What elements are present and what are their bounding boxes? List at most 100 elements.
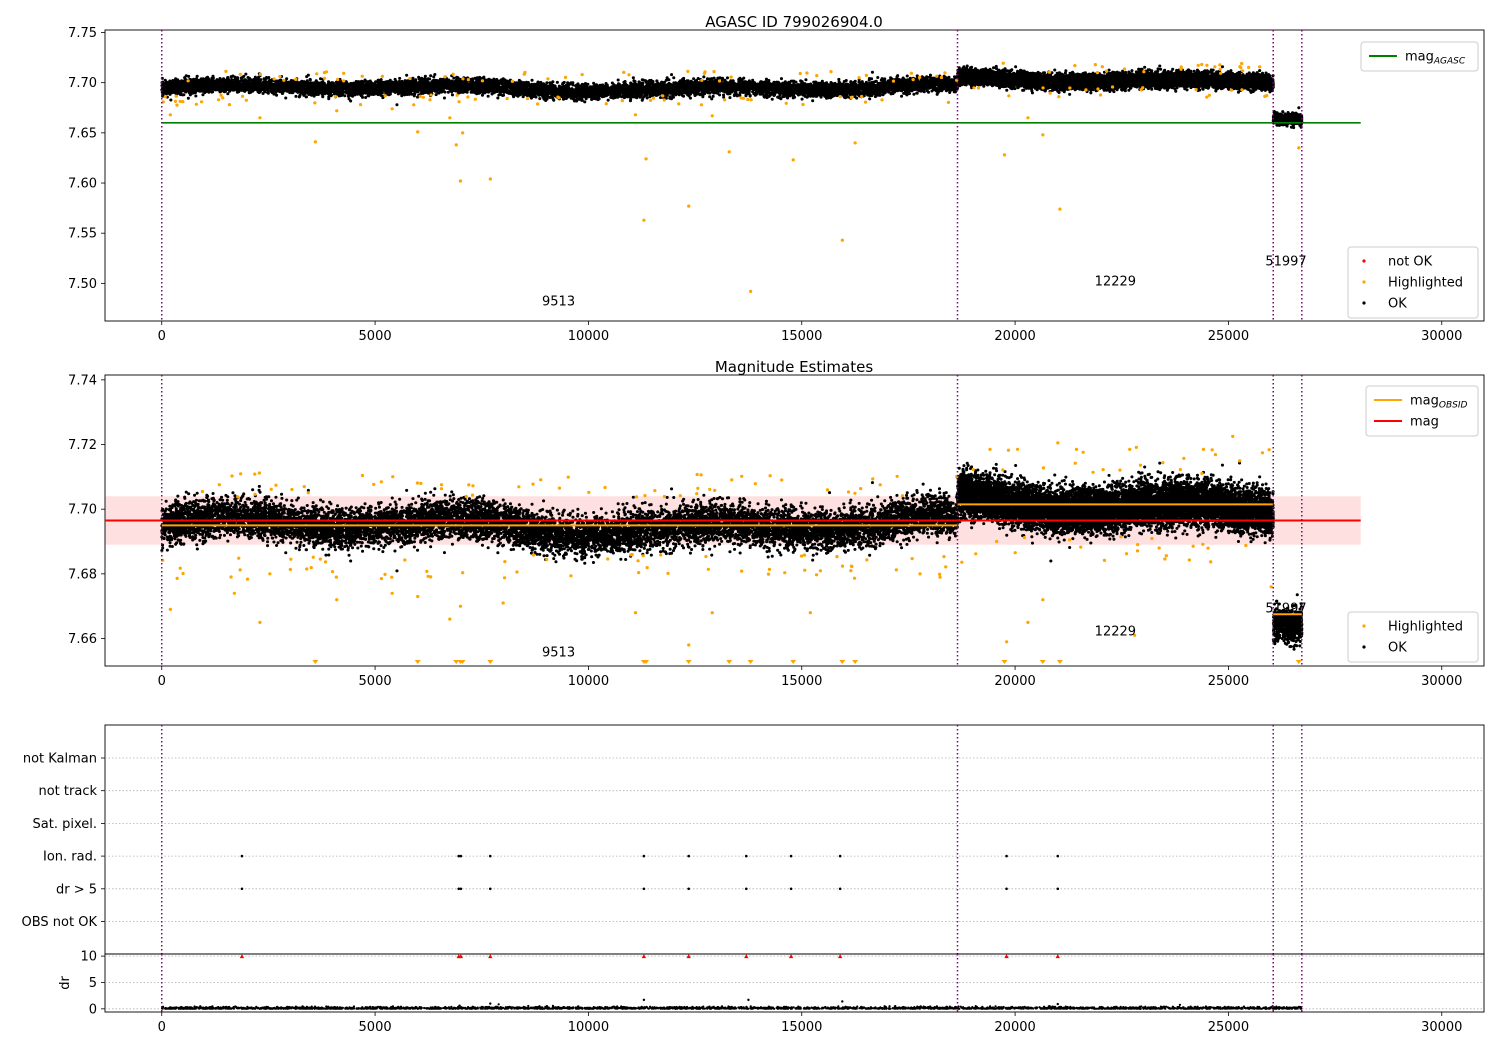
agasc-y-tick-label: 7.50 (68, 277, 97, 292)
dr-outlier-point (1056, 1002, 1059, 1006)
magnitude-lower-legend-label: Highlighted (1388, 620, 1463, 635)
magnitude-highlighted-points (161, 434, 1273, 647)
magnitude-plot-area: 9513 12229 51997 0 5000 10000 15000 20000 25000 3… (68, 373, 1485, 689)
flags-point (488, 887, 492, 891)
flags-category-label: not track (38, 784, 97, 799)
dr-x-tick-label: 15000 (781, 1020, 822, 1035)
dr-clipped-marker (239, 954, 245, 959)
agasc-axes-frame (104, 29, 1485, 322)
agasc-lower-legend-label: not OK (1388, 255, 1433, 270)
dr-outlier-point (747, 998, 750, 1002)
agasc-x-tick-label: 15000 (781, 329, 822, 344)
magnitude-clipped-marker (487, 660, 494, 664)
flags-point (789, 887, 793, 891)
magnitude-y-tick-label: 7.72 (68, 438, 97, 453)
dr-outlier-point (841, 1000, 844, 1003)
flags-point (457, 887, 461, 891)
panel-dr: 0 5000 10000 15000 20000 25000 30000 0 5 10 dr (58, 950, 1485, 1035)
flags-point (1005, 887, 1008, 891)
dr-clipped-marker (744, 954, 749, 959)
flags-plot-area: not Kalman not track Sat. pixel. Ion. rad. d… (22, 724, 1485, 955)
dr-clipped-marker (1055, 954, 1060, 959)
agasc-lower-legend-marker (1362, 259, 1366, 263)
magnitude-clipped-marker (643, 660, 650, 664)
flags-category-label: dr > 5 (56, 882, 97, 897)
magnitude-x-tick-label: 0 (158, 674, 166, 689)
flags-point (459, 887, 463, 891)
flags-point (457, 854, 461, 858)
dr-x-tick-label: 10000 (568, 1020, 609, 1035)
magnitude-obsid-annotation: 12229 (1095, 624, 1136, 639)
dr-axes-frame (104, 953, 1485, 1013)
flags-point (240, 854, 244, 858)
flags-point (1005, 854, 1008, 858)
magnitude-upper-legend-label: mag (1410, 415, 1439, 430)
magnitude-y-tick-label: 7.66 (68, 632, 97, 647)
flags-category-label: Sat. pixel. (33, 817, 97, 832)
flags-category-label: Ion. rad. (43, 850, 97, 865)
flags-category-label: not Kalman (23, 752, 97, 767)
agasc-obsid-annotation: 12229 (1095, 274, 1136, 289)
agasc-x-tick-label: 25000 (1208, 329, 1249, 344)
agasc-lower-legend-marker (1362, 280, 1366, 284)
magnitude-y-tick-label: 7.70 (68, 503, 97, 518)
dr-outlier-point (489, 1002, 492, 1005)
dr-plot-area: 0 5000 10000 15000 20000 25000 30000 0 5 10 (80, 950, 1485, 1035)
flags-category-label: OBS not OK (22, 915, 98, 930)
agasc-x-tick-label: 20000 (994, 329, 1035, 344)
flags-point (687, 887, 690, 891)
magnitude-clipped-marker (747, 660, 754, 664)
agasc-seg0-ok-points (160, 70, 959, 107)
flags-point (240, 887, 244, 891)
magnitude-clipped-marker (414, 660, 421, 664)
agasc-lower-legend-marker (1362, 301, 1366, 305)
magnitude-x-tick-label: 10000 (568, 674, 609, 689)
magnitude-clipped-marker (459, 660, 466, 664)
magnitude-x-tick-label: 25000 (1208, 674, 1249, 689)
magnitude-clipped-marker (852, 660, 859, 664)
dr-x-tick-label: 20000 (994, 1020, 1035, 1035)
agasc-y-tick-label: 7.60 (68, 177, 97, 192)
panel-agasc: 9513 12229 51997 0 5000 10000 15000 20000 25000 3… (68, 13, 1485, 344)
dr-clipped-marker (641, 954, 647, 959)
dr-ok-points (160, 1003, 1303, 1010)
flags-point (744, 854, 748, 858)
magnitude-clipped-marker (1001, 660, 1008, 664)
flags-point (488, 854, 492, 858)
magnitude-lower-legend-box (1347, 611, 1479, 663)
magnitude-clipped-marker (1039, 660, 1046, 664)
flags-point (744, 887, 748, 891)
dr-y-tick-label: 0 (89, 1002, 97, 1017)
magnitude-clipped-marker (312, 660, 319, 664)
agasc-lower-legend-label: OK (1388, 297, 1407, 312)
flags-point (642, 887, 646, 891)
flags-point (1056, 887, 1060, 891)
dr-x-tick-label: 30000 (1421, 1020, 1462, 1035)
magnitude-y-tick-label: 7.68 (68, 567, 97, 582)
dr-clipped-marker (1004, 954, 1009, 959)
agasc-lower-legend-label: Highlighted (1388, 276, 1463, 291)
dr-x-tick-label: 5000 (359, 1020, 392, 1035)
agasc-obsid-annotation: 9513 (542, 294, 575, 309)
agasc-y-tick-label: 7.75 (68, 26, 97, 41)
magnitude-obsid-annotation: 9513 (542, 645, 575, 660)
magnitude-clipped-marker (726, 660, 733, 664)
magnitude-x-tick-label: 5000 (359, 674, 392, 689)
agasc-plot-area: 9513 12229 51997 0 5000 10000 15000 20000 25000 3… (68, 26, 1485, 344)
magnitude-clipped-marker (790, 660, 797, 664)
flags-point (1056, 854, 1060, 858)
flags-point (459, 854, 463, 858)
flags-point (838, 887, 842, 891)
magnitude-clipped-marker (453, 660, 460, 664)
agasc-y-tick-label: 7.65 (68, 126, 97, 141)
magnitude-lower-legend-marker (1362, 645, 1366, 649)
dr-x-tick-label: 25000 (1208, 1020, 1249, 1035)
dr-clipped-marker (458, 954, 464, 959)
dr-outlier-point (642, 998, 646, 1002)
agasc-upper-legend-box (1360, 41, 1479, 72)
dr-clipped-marker (686, 954, 691, 959)
magnitude-clipped-marker (839, 660, 846, 664)
magnitude-x-tick-label: 15000 (781, 674, 822, 689)
flags-point (642, 854, 646, 858)
